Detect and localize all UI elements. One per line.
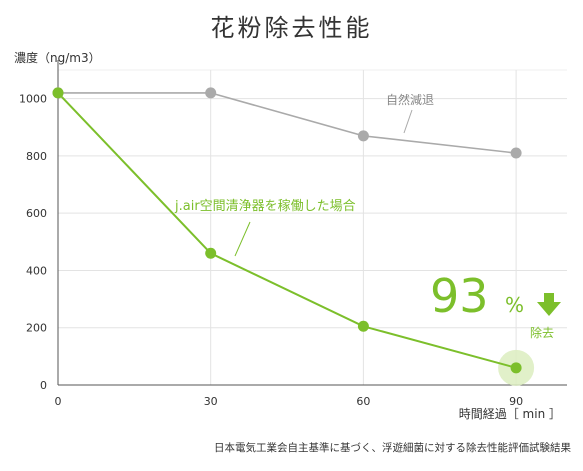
- data-point: [205, 247, 217, 259]
- tick-labels: 0 200 400 600 800 1000 0 30 60 90: [19, 93, 523, 408]
- x-tick-label: 30: [204, 395, 218, 408]
- leader-lines: [234, 109, 413, 257]
- y-tick-label: 0: [40, 379, 47, 392]
- data-point: [205, 87, 217, 99]
- data-point: [52, 87, 64, 99]
- data-point: [357, 320, 369, 332]
- series-label-jair: j.air空間清浄器を稼働した場合: [174, 199, 356, 214]
- data-point: [510, 147, 522, 159]
- y-tick-label: 600: [26, 207, 47, 220]
- y-tick-label: 800: [26, 150, 47, 163]
- series-line-1: [58, 92, 517, 154]
- x-tick-label: 60: [356, 395, 370, 408]
- y-tick-label: 200: [26, 322, 47, 335]
- data-point: [357, 130, 369, 142]
- data-points: [52, 87, 522, 374]
- y-axis-label: 濃度（ng/m3）: [14, 51, 101, 65]
- gray-leader-line: [403, 109, 413, 134]
- green-leader-line: [234, 221, 251, 257]
- removal-percent-value: 93: [430, 269, 489, 323]
- removal-label: 除去: [530, 325, 554, 340]
- data-point: [510, 362, 522, 374]
- annotations: 自然減退 j.air空間清浄器を稼働した場合 93 % 除去: [174, 92, 561, 340]
- x-tick-label: 90: [509, 395, 523, 408]
- chart-title: 花粉除去性能: [210, 14, 373, 42]
- axes: [57, 60, 567, 386]
- x-tick-label: 0: [55, 395, 62, 408]
- removal-percent-unit: %: [505, 293, 524, 317]
- down-arrow-icon: [537, 293, 561, 316]
- series-line-2: [57, 92, 517, 369]
- y-tick-label: 1000: [19, 93, 47, 106]
- y-tick-label: 400: [26, 264, 47, 277]
- x-axis-label: 時間経過［ min ］: [458, 407, 561, 421]
- grid-lines: [58, 69, 567, 385]
- series-lines: [57, 92, 535, 386]
- footnote: 日本電気工業会自主基準に基づく、浮遊細菌に対する除去性能評価試験結果: [214, 442, 571, 454]
- series-label-natural-decay: 自然減退: [386, 92, 434, 107]
